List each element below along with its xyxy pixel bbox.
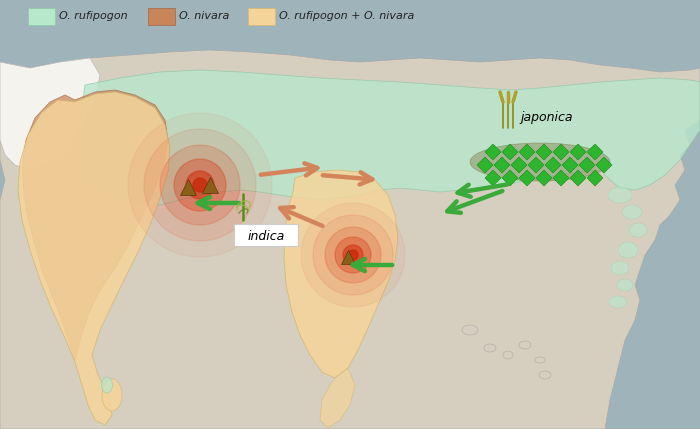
Polygon shape: [596, 157, 612, 173]
Polygon shape: [477, 157, 493, 173]
Polygon shape: [553, 144, 569, 160]
Ellipse shape: [484, 344, 496, 352]
Ellipse shape: [539, 371, 551, 379]
Polygon shape: [320, 368, 355, 428]
Ellipse shape: [462, 325, 478, 335]
Ellipse shape: [622, 205, 642, 219]
Text: O. rufipogon: O. rufipogon: [59, 11, 127, 21]
Polygon shape: [528, 157, 544, 173]
Circle shape: [144, 129, 256, 241]
Polygon shape: [553, 170, 569, 186]
Ellipse shape: [470, 143, 610, 181]
Ellipse shape: [102, 377, 113, 393]
Polygon shape: [284, 170, 398, 378]
Polygon shape: [587, 144, 603, 160]
Polygon shape: [494, 157, 510, 173]
Circle shape: [325, 227, 381, 283]
Circle shape: [301, 203, 405, 307]
Circle shape: [348, 250, 358, 260]
Text: O. rufipogon + O. nivara: O. rufipogon + O. nivara: [279, 11, 414, 21]
Ellipse shape: [102, 379, 122, 411]
Polygon shape: [519, 144, 535, 160]
FancyBboxPatch shape: [248, 7, 274, 24]
Polygon shape: [570, 170, 586, 186]
Circle shape: [193, 178, 207, 192]
Ellipse shape: [519, 341, 531, 349]
Circle shape: [160, 145, 240, 225]
Polygon shape: [511, 157, 527, 173]
FancyBboxPatch shape: [27, 7, 55, 24]
Polygon shape: [570, 144, 586, 160]
Polygon shape: [0, 50, 700, 429]
Circle shape: [174, 159, 226, 211]
Polygon shape: [536, 170, 552, 186]
Polygon shape: [18, 92, 170, 425]
Polygon shape: [0, 58, 100, 170]
Polygon shape: [562, 157, 578, 173]
FancyBboxPatch shape: [148, 7, 174, 24]
Ellipse shape: [608, 187, 632, 203]
Polygon shape: [545, 157, 561, 173]
Ellipse shape: [535, 357, 545, 363]
Polygon shape: [502, 170, 518, 186]
Circle shape: [343, 245, 363, 265]
Ellipse shape: [609, 296, 627, 308]
Text: indica: indica: [247, 230, 285, 242]
Ellipse shape: [618, 242, 638, 258]
Ellipse shape: [617, 279, 633, 291]
Polygon shape: [502, 144, 518, 160]
Polygon shape: [22, 90, 168, 360]
Circle shape: [313, 215, 393, 295]
Polygon shape: [519, 170, 535, 186]
Ellipse shape: [611, 261, 629, 275]
Polygon shape: [72, 70, 700, 205]
Polygon shape: [485, 170, 501, 186]
Circle shape: [335, 237, 371, 273]
FancyBboxPatch shape: [234, 224, 298, 246]
Polygon shape: [536, 144, 552, 160]
Polygon shape: [485, 144, 501, 160]
Text: O. nivara: O. nivara: [179, 11, 230, 21]
Circle shape: [128, 113, 272, 257]
Ellipse shape: [503, 351, 513, 359]
Polygon shape: [587, 170, 603, 186]
Circle shape: [186, 171, 214, 199]
Text: japonica: japonica: [520, 112, 573, 124]
Ellipse shape: [629, 223, 647, 237]
Polygon shape: [579, 157, 595, 173]
